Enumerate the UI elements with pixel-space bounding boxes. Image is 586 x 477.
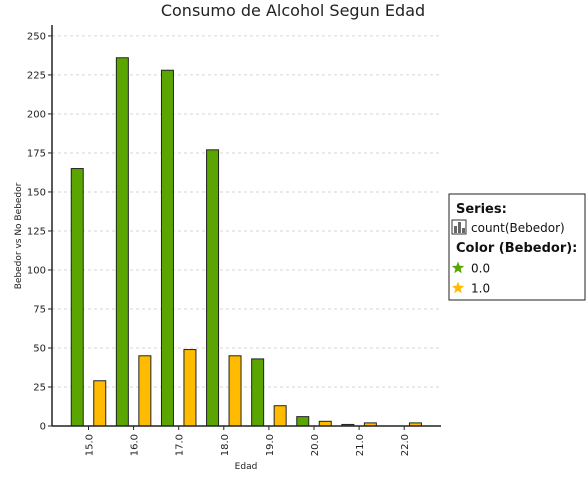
legend-star-icon (451, 281, 465, 294)
grid-lines (52, 35, 441, 388)
bar-0.0-17.0 (160, 69, 174, 427)
legend-star-icon (451, 261, 465, 274)
y-tick-label: 250 (27, 31, 46, 42)
bar-1.0-18.0 (228, 355, 242, 427)
x-axis-title: Edad (235, 462, 258, 472)
bar-0.0-18.0 (206, 149, 220, 427)
bar-0.0-19.0 (251, 358, 265, 427)
bar-0.0-16.0 (115, 57, 129, 427)
y-tick-label: 25 (33, 382, 46, 393)
x-tick-label: 22.0 (400, 434, 411, 456)
y-tick-label: 225 (27, 70, 46, 81)
bar-1.0-15.0 (93, 380, 107, 427)
y-tick-label: 0 (40, 422, 46, 433)
y-tick-labels: 0 25 50 75 100 125 150 175 200 225 250 (27, 31, 52, 433)
legend-box (448, 193, 586, 301)
x-tick-label: 15.0 (85, 434, 96, 456)
x-tick-label: 19.0 (265, 434, 276, 456)
x-tick-labels: 15.0 16.0 17.0 18.0 19.0 20.0 21.0 22.0 (85, 426, 411, 456)
legend-color-items: 0.01.0 (451, 261, 490, 296)
legend-series-item: count(Bebedor) (471, 221, 565, 235)
y-tick-label: 125 (27, 226, 46, 237)
y-tick-label: 50 (33, 343, 46, 354)
y-tick-label: 100 (27, 265, 46, 276)
y-tick-label: 200 (27, 109, 46, 120)
legend: Series: count(Bebedor) Color (Bebedor): … (448, 193, 586, 301)
y-tick-label: 150 (27, 187, 46, 198)
legend-color-label: 0.0 (471, 262, 490, 276)
bars (70, 57, 422, 427)
x-tick-label: 20.0 (310, 434, 321, 456)
bar-1.0-16.0 (138, 355, 152, 427)
y-axis-title: Bebedor vs No Bebedor (14, 182, 24, 289)
bar-series-icon (451, 219, 467, 235)
x-tick-label: 18.0 (220, 434, 231, 456)
legend-series-heading: Series: (456, 202, 507, 217)
y-tick-label: 75 (33, 304, 46, 315)
bar-1.0-17.0 (183, 349, 197, 427)
bar-1.0-19.0 (273, 405, 287, 427)
axes (51, 25, 441, 427)
x-tick-label: 17.0 (175, 434, 186, 456)
bar-0.0-20.0 (296, 416, 310, 427)
x-tick-label: 16.0 (130, 434, 141, 456)
bar-0.0-15.0 (70, 168, 84, 427)
legend-color-heading: Color (Bebedor): (456, 241, 577, 256)
chart-title: Consumo de Alcohol Segun Edad (161, 1, 425, 20)
y-tick-label: 175 (27, 148, 46, 159)
legend-color-label: 1.0 (471, 282, 490, 296)
x-tick-label: 21.0 (355, 434, 366, 456)
